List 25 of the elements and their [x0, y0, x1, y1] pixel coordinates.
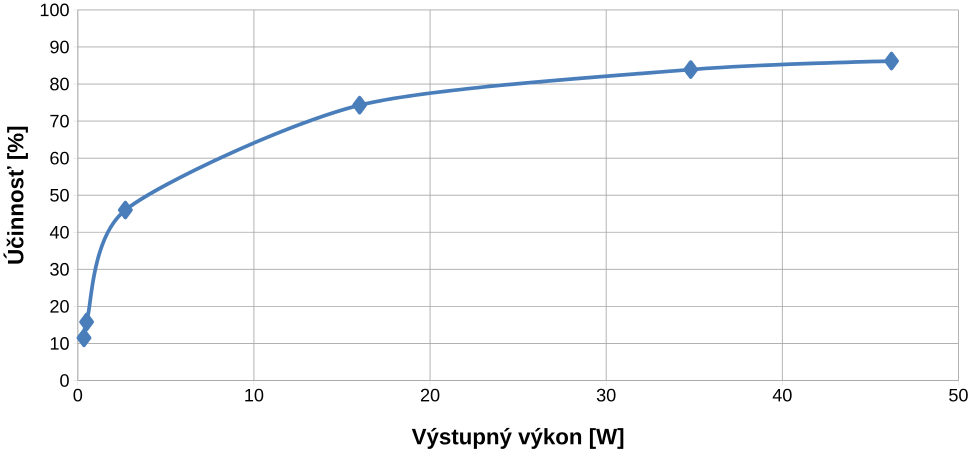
x-tick-label: 30 — [596, 388, 616, 402]
point — [352, 96, 368, 114]
y-tick-label: 30 — [50, 262, 69, 276]
point — [76, 328, 92, 347]
y-tick-label: 20 — [50, 300, 69, 313]
point — [79, 312, 94, 332]
y-tick-label: 10 — [50, 336, 69, 350]
point — [683, 60, 698, 79]
y-tick-label: 100 — [40, 3, 69, 16]
x-tick-label: 0 — [73, 388, 82, 402]
y-tick-label: 80 — [50, 77, 69, 90]
point — [118, 200, 133, 220]
x-tick-label: 10 — [245, 388, 264, 402]
point — [884, 52, 899, 70]
x-tick-label: 40 — [772, 388, 792, 402]
y-tick-label: 0 — [60, 374, 69, 387]
y-tick-label: 50 — [50, 188, 69, 202]
x-axis-title: Výstupný výkon [W] — [412, 428, 624, 449]
y-tick-label: 60 — [50, 152, 69, 164]
x-tick-label: 20 — [420, 388, 440, 402]
y-tick-label: 70 — [50, 114, 69, 128]
x-tick-label: 50 — [949, 388, 968, 402]
y-tick-label: 90 — [50, 40, 69, 54]
y-tick-label: 40 — [50, 226, 69, 238]
y-axis-title: Účinnosť [%] — [4, 126, 28, 264]
